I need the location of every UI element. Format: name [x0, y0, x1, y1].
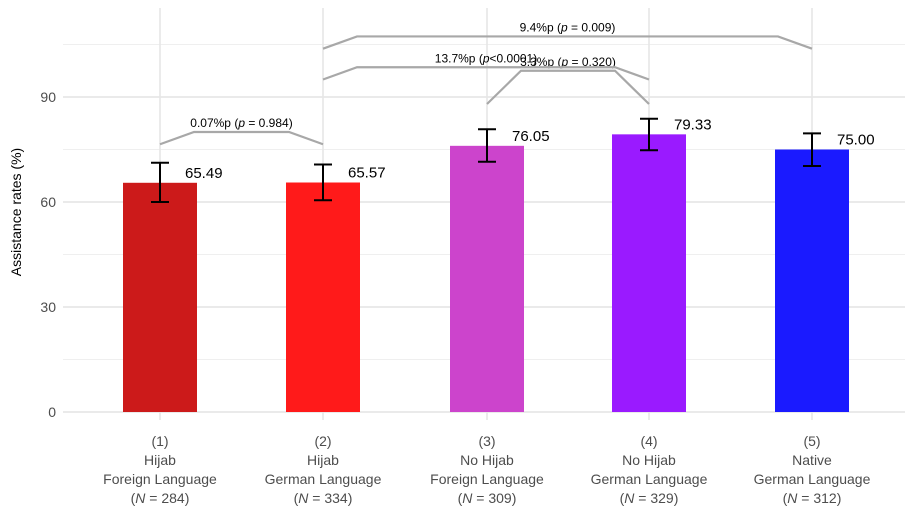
value-label-3: 76.05 — [512, 128, 550, 145]
x-category-line: German Language — [265, 471, 382, 487]
x-category-label-2: (2) Hijab German Language (N = 334) — [265, 433, 382, 506]
value-label-1: 65.49 — [185, 165, 223, 182]
bar-3 — [450, 145, 524, 412]
y-tick-label: 90 — [40, 89, 56, 105]
comparison-1: 0.07%p (p = 0.984) — [159, 116, 324, 146]
comparison-bracket — [159, 130, 324, 146]
bars — [123, 134, 849, 412]
x-category-line: No Hijab — [460, 452, 514, 468]
comparison-bracket — [322, 66, 650, 81]
x-category-label-5: (5) Native German Language (N = 312) — [754, 433, 871, 506]
comparison-3: 13.7%p (p<0.0001) — [322, 51, 650, 81]
error-bar-4 — [640, 117, 658, 152]
x-category-line: German Language — [754, 471, 871, 487]
x-category-label-3: (3) No Hijab Foreign Language (N = 309) — [430, 433, 544, 506]
x-category-line: Hijab — [307, 452, 339, 468]
x-category-sample-size: (N = 329) — [620, 490, 679, 506]
comparison-2: 3.3%p (p = 0.320) — [486, 55, 650, 105]
x-category-line: (1) — [151, 433, 168, 449]
x-category-line: (2) — [314, 433, 331, 449]
error-bar-3 — [478, 128, 496, 163]
axes: 0 30 60 90 (1) Hijab Foreign Language (N = 284)… — [40, 89, 870, 506]
y-tick-label: 0 — [48, 404, 56, 420]
error-bar-2 — [314, 163, 332, 202]
value-label-2: 65.57 — [348, 165, 386, 182]
bar-1 — [123, 182, 197, 412]
error-bar-1 — [151, 161, 169, 203]
x-category-line: Foreign Language — [430, 471, 544, 487]
x-category-label-1: (1) Hijab Foreign Language (N = 284) — [103, 433, 217, 506]
bar-2 — [286, 182, 360, 412]
x-category-label-4: (4) No Hijab German Language (N = 329) — [591, 433, 708, 506]
y-tick-label: 30 — [40, 299, 56, 315]
comparison-bracket — [322, 35, 813, 50]
x-category-line: Foreign Language — [103, 471, 217, 487]
x-category-line: Native — [792, 452, 832, 468]
x-category-line: (3) — [478, 433, 495, 449]
bar-4 — [612, 134, 686, 412]
x-category-sample-size: (N = 284) — [131, 490, 190, 506]
x-category-line: (4) — [640, 433, 657, 449]
comparison-label: 0.07%p (p = 0.984) — [190, 116, 292, 130]
comparison-label: 9.4%p (p = 0.009) — [520, 20, 616, 34]
y-tick-label: 60 — [40, 194, 56, 210]
x-category-line: (5) — [803, 433, 820, 449]
comparison-bracket — [486, 69, 650, 105]
comparison-brackets: 0.07%p (p = 0.984) 3.3%p (p = 0.320)13.7%… — [159, 20, 813, 146]
comparison-label: 3.3%p (p = 0.320) — [520, 55, 616, 69]
comparison-label: 13.7%p (p<0.0001) — [435, 51, 537, 65]
x-category-sample-size: (N = 309) — [458, 490, 517, 506]
x-category-line: No Hijab — [622, 452, 676, 468]
x-category-sample-size: (N = 312) — [783, 490, 842, 506]
bar-5 — [775, 149, 849, 412]
error-bar-5 — [803, 132, 821, 167]
x-category-line: German Language — [591, 471, 708, 487]
error-bars — [151, 117, 821, 203]
comparison-4: 9.4%p (p = 0.009) — [322, 20, 813, 50]
value-labels: 65.49 65.57 76.05 79.33 75.00 — [185, 116, 875, 181]
y-axis-label: Assistance rates (%) — [8, 148, 24, 276]
value-label-4: 79.33 — [674, 116, 712, 133]
x-category-line: Hijab — [144, 452, 176, 468]
x-category-sample-size: (N = 334) — [294, 490, 353, 506]
value-label-5: 75.00 — [837, 132, 875, 149]
